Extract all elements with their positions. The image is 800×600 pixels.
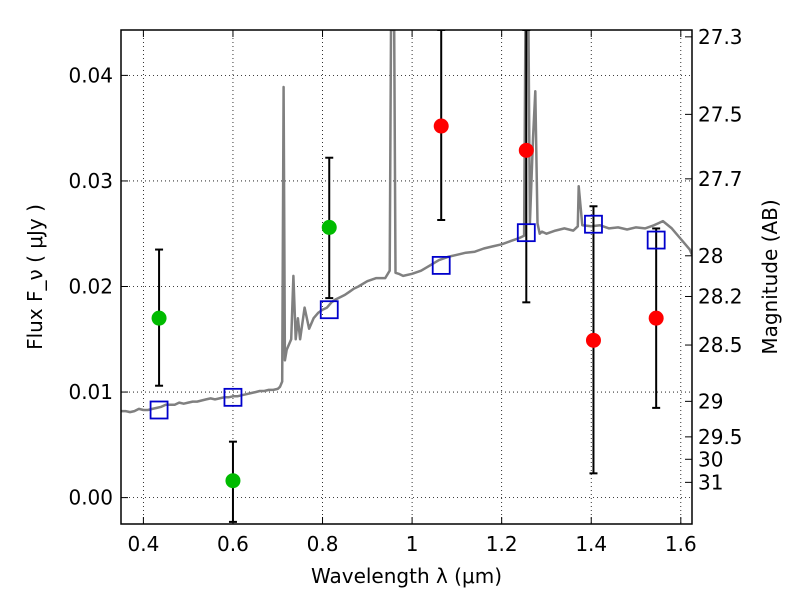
data-point [585, 332, 601, 348]
data-point [225, 473, 241, 489]
x-tick-label: 1 [406, 532, 419, 556]
right-tick-label: 28.2 [698, 284, 743, 308]
x-tick-label: 1.2 [486, 532, 518, 556]
right-tick-label: 29 [698, 389, 723, 413]
x-tick-label: 1.6 [665, 532, 697, 556]
data-point [151, 310, 167, 326]
series-layer [121, 30, 692, 523]
x-tick-label: 0.8 [307, 532, 339, 556]
data-point [518, 142, 534, 158]
x-tick-label: 1.4 [575, 532, 607, 556]
plot-frame [120, 29, 693, 525]
ticks: 0.4 0.6 0.8 1 1.2 1.4 1.6 0.00 0.01 0.02 0.03 0.04 2… [68, 25, 742, 556]
data-point [433, 118, 449, 134]
model-point [149, 400, 169, 420]
data-point [321, 219, 337, 235]
right-tick-label: 28 [698, 244, 723, 268]
y-axis-right-label: Magnitude (AB) [758, 199, 782, 354]
right-tick-label: 28.5 [698, 333, 743, 357]
model-point [646, 230, 666, 250]
y-tick-label: 0.02 [68, 275, 113, 299]
y-tick-label: 0.03 [68, 169, 113, 193]
model-point [223, 387, 243, 407]
x-tick-label: 0.4 [127, 532, 159, 556]
y-tick-label: 0.00 [68, 486, 113, 510]
right-tick-label: 27.5 [698, 102, 743, 126]
grid [121, 30, 692, 524]
y-tick-label: 0.01 [68, 380, 113, 404]
model-point [516, 223, 536, 243]
model-point [431, 255, 451, 275]
y-tick-label: 0.04 [68, 63, 113, 87]
right-tick-label: 27.3 [698, 25, 743, 49]
model-point [584, 214, 603, 234]
x-axis-label: Wavelength λ (μm) [311, 564, 502, 588]
y-axis-label: Flux F_ν ( μJy ) [23, 204, 47, 350]
model-point [319, 300, 339, 320]
right-tick-label: 29.5 [698, 425, 743, 449]
data-point [648, 310, 664, 326]
x-tick-label: 0.6 [217, 532, 249, 556]
right-tick-label: 31 [698, 470, 723, 494]
right-tick-label: 30 [698, 447, 723, 471]
right-tick-label: 27.7 [698, 167, 743, 191]
spectrum-line [121, 30, 692, 414]
